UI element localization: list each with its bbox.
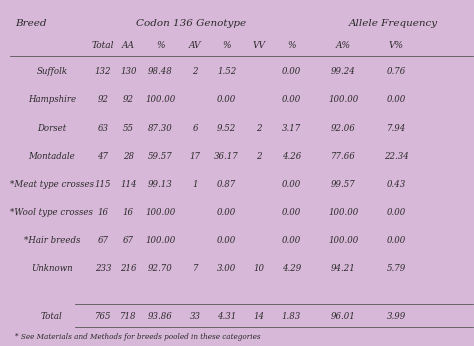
Text: 0.00: 0.00 bbox=[282, 67, 301, 76]
Text: AV: AV bbox=[189, 41, 201, 50]
Text: 92: 92 bbox=[123, 95, 134, 104]
Text: 77.66: 77.66 bbox=[331, 152, 356, 161]
Text: 7: 7 bbox=[192, 264, 198, 273]
Text: 0.43: 0.43 bbox=[387, 180, 406, 189]
Text: 2: 2 bbox=[192, 67, 198, 76]
Text: 7.94: 7.94 bbox=[387, 124, 406, 133]
Text: 114: 114 bbox=[120, 180, 137, 189]
Text: *Wool type crosses: *Wool type crosses bbox=[10, 208, 93, 217]
Text: 67: 67 bbox=[97, 236, 108, 245]
Text: 0.00: 0.00 bbox=[217, 236, 237, 245]
Text: 233: 233 bbox=[94, 264, 111, 273]
Text: 99.57: 99.57 bbox=[331, 180, 356, 189]
Text: 6: 6 bbox=[192, 124, 198, 133]
Text: Dorset: Dorset bbox=[37, 124, 66, 133]
Text: 3.17: 3.17 bbox=[282, 124, 301, 133]
Text: VV: VV bbox=[253, 41, 265, 50]
Text: 47: 47 bbox=[97, 152, 108, 161]
Text: 1.83: 1.83 bbox=[282, 312, 301, 321]
Text: 765: 765 bbox=[94, 312, 111, 321]
Text: 17: 17 bbox=[190, 152, 201, 161]
Text: %: % bbox=[156, 41, 165, 50]
Text: 33: 33 bbox=[190, 312, 201, 321]
Text: 16: 16 bbox=[123, 208, 134, 217]
Text: 16: 16 bbox=[97, 208, 108, 217]
Text: 132: 132 bbox=[94, 67, 111, 76]
Text: 36.17: 36.17 bbox=[214, 152, 239, 161]
Text: Unknown: Unknown bbox=[31, 264, 73, 273]
Text: %: % bbox=[222, 41, 231, 50]
Text: Codon 136 Genotype: Codon 136 Genotype bbox=[136, 19, 246, 28]
Text: 0.76: 0.76 bbox=[387, 67, 406, 76]
Text: 0.00: 0.00 bbox=[282, 236, 301, 245]
Text: 0.00: 0.00 bbox=[282, 180, 301, 189]
Text: 115: 115 bbox=[94, 180, 111, 189]
Text: 92.06: 92.06 bbox=[331, 124, 356, 133]
Text: Total: Total bbox=[91, 41, 114, 50]
Text: 92: 92 bbox=[97, 95, 108, 104]
Text: Breed: Breed bbox=[15, 19, 46, 28]
Text: *Hair breeds: *Hair breeds bbox=[24, 236, 80, 245]
Text: 0.87: 0.87 bbox=[217, 180, 237, 189]
Text: 4.29: 4.29 bbox=[282, 264, 301, 273]
Text: 0.00: 0.00 bbox=[387, 208, 406, 217]
Text: 98.48: 98.48 bbox=[148, 67, 173, 76]
Text: 3.99: 3.99 bbox=[387, 312, 406, 321]
Text: 5.79: 5.79 bbox=[387, 264, 406, 273]
Text: 87.30: 87.30 bbox=[148, 124, 173, 133]
Text: 0.00: 0.00 bbox=[387, 236, 406, 245]
Text: 0.00: 0.00 bbox=[217, 95, 237, 104]
Text: 100.00: 100.00 bbox=[146, 236, 176, 245]
Text: *Meat type crosses: *Meat type crosses bbox=[10, 180, 94, 189]
Text: 100.00: 100.00 bbox=[328, 95, 358, 104]
Text: 216: 216 bbox=[120, 264, 137, 273]
Text: 59.57: 59.57 bbox=[148, 152, 173, 161]
Text: 3.00: 3.00 bbox=[217, 264, 237, 273]
Text: 0.00: 0.00 bbox=[282, 208, 301, 217]
Text: V%: V% bbox=[389, 41, 404, 50]
Text: 55: 55 bbox=[123, 124, 134, 133]
Text: Montadale: Montadale bbox=[28, 152, 75, 161]
Text: %: % bbox=[287, 41, 296, 50]
Text: 99.24: 99.24 bbox=[331, 67, 356, 76]
Text: 100.00: 100.00 bbox=[328, 208, 358, 217]
Text: Allele Frequency: Allele Frequency bbox=[348, 19, 438, 28]
Text: 1: 1 bbox=[192, 180, 198, 189]
Text: 28: 28 bbox=[123, 152, 134, 161]
Text: 100.00: 100.00 bbox=[146, 208, 176, 217]
Text: Total: Total bbox=[41, 312, 63, 321]
Text: 22.34: 22.34 bbox=[384, 152, 409, 161]
Text: 4.26: 4.26 bbox=[282, 152, 301, 161]
Text: 2: 2 bbox=[256, 124, 262, 133]
Text: 0.00: 0.00 bbox=[217, 208, 237, 217]
Text: 67: 67 bbox=[123, 236, 134, 245]
Text: 14: 14 bbox=[254, 312, 264, 321]
Text: 93.86: 93.86 bbox=[148, 312, 173, 321]
Text: 100.00: 100.00 bbox=[146, 95, 176, 104]
Text: A%: A% bbox=[336, 41, 351, 50]
Text: AA: AA bbox=[122, 41, 135, 50]
Text: * See Materials and Methods for breeds pooled in these categories: * See Materials and Methods for breeds p… bbox=[15, 333, 261, 341]
Text: 96.01: 96.01 bbox=[331, 312, 356, 321]
Text: 92.70: 92.70 bbox=[148, 264, 173, 273]
Text: 0.00: 0.00 bbox=[282, 95, 301, 104]
Text: 2: 2 bbox=[256, 152, 262, 161]
Text: 1.52: 1.52 bbox=[217, 67, 237, 76]
Text: 94.21: 94.21 bbox=[331, 264, 356, 273]
Text: 10: 10 bbox=[254, 264, 264, 273]
Text: 130: 130 bbox=[120, 67, 137, 76]
Text: 718: 718 bbox=[120, 312, 137, 321]
Text: Hampshire: Hampshire bbox=[28, 95, 76, 104]
Text: 63: 63 bbox=[97, 124, 108, 133]
Text: Suffolk: Suffolk bbox=[36, 67, 67, 76]
Text: 0.00: 0.00 bbox=[387, 95, 406, 104]
Text: 9.52: 9.52 bbox=[217, 124, 237, 133]
Text: 4.31: 4.31 bbox=[217, 312, 237, 321]
Text: 99.13: 99.13 bbox=[148, 180, 173, 189]
Text: 100.00: 100.00 bbox=[328, 236, 358, 245]
